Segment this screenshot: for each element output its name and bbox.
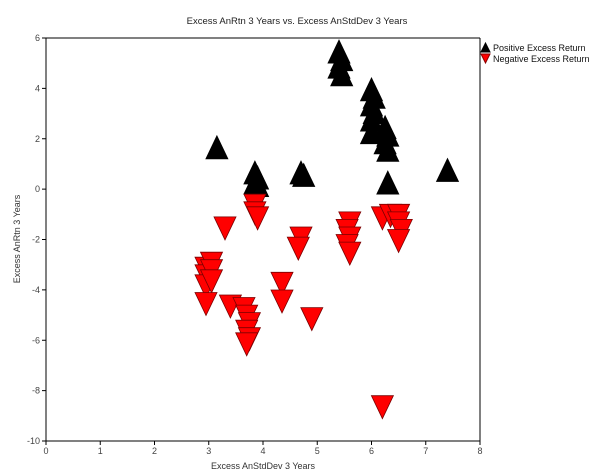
- negative-return-point: [194, 292, 218, 317]
- y-tick-label: 2: [35, 134, 40, 144]
- y-tick-label: -4: [32, 285, 40, 295]
- x-tick-label: 2: [152, 446, 157, 456]
- y-tick-label: -6: [32, 335, 40, 345]
- x-axis-ticks: 0 1 2 3 4 5 6 7 8: [43, 441, 483, 456]
- x-tick-label: 7: [423, 446, 428, 456]
- x-tick-label: 4: [260, 446, 265, 456]
- y-tick-label: -2: [32, 235, 40, 245]
- positive-return-point: [376, 137, 400, 162]
- y-tick-label: 0: [35, 184, 40, 194]
- negative-return-point: [213, 216, 237, 241]
- y-axis-ticks: 6 4 2 0 -2 -4 -6 -8 -10: [27, 33, 46, 446]
- positive-return-point: [330, 61, 354, 87]
- y-tick-label: 4: [35, 83, 40, 93]
- legend-item-negative: Negative Excess Return: [480, 53, 590, 65]
- legend-label-negative: Negative Excess Return: [493, 54, 590, 64]
- negative-return-point: [386, 229, 411, 254]
- x-tick-label: 1: [98, 446, 103, 456]
- y-tick-label: -8: [32, 386, 40, 396]
- triangle-down-icon: [480, 53, 491, 65]
- plot-frame: [45, 37, 481, 442]
- positive-return-point: [435, 157, 460, 182]
- negative-return-point: [245, 206, 270, 231]
- legend-label-positive: Positive Excess Return: [493, 43, 586, 53]
- negative-return-point: [286, 236, 310, 262]
- x-tick-label: 3: [206, 446, 211, 456]
- data-points: [194, 39, 460, 420]
- positive-return-point: [205, 134, 229, 160]
- positive-return-point: [376, 170, 400, 195]
- negative-return-point: [370, 395, 395, 420]
- x-tick-label: 5: [315, 446, 320, 456]
- y-tick-label: -10: [27, 436, 40, 446]
- x-tick-label: 8: [477, 446, 482, 456]
- x-tick-label: 6: [369, 446, 374, 456]
- y-tick-label: 6: [35, 33, 40, 43]
- negative-return-point: [270, 271, 294, 297]
- positive-return-point: [292, 162, 316, 187]
- x-tick-label: 0: [43, 446, 48, 456]
- negative-return-point: [235, 332, 259, 357]
- negative-return-point: [270, 289, 294, 314]
- y-axis-label: Excess AnRtn 3 Years: [12, 194, 22, 283]
- negative-return-point: [338, 241, 362, 267]
- triangle-up-icon: [480, 41, 491, 53]
- negative-return-point: [300, 307, 324, 332]
- x-axis-label: Excess AnStdDev 3 Years: [211, 461, 316, 471]
- negative-return-point: [199, 269, 224, 294]
- chart-title: Excess AnRtn 3 Years vs. Excess AnStdDev…: [187, 16, 408, 27]
- legend-item-positive: Positive Excess Return: [480, 41, 586, 53]
- legend: Positive Excess Return Negative Excess R…: [480, 41, 590, 65]
